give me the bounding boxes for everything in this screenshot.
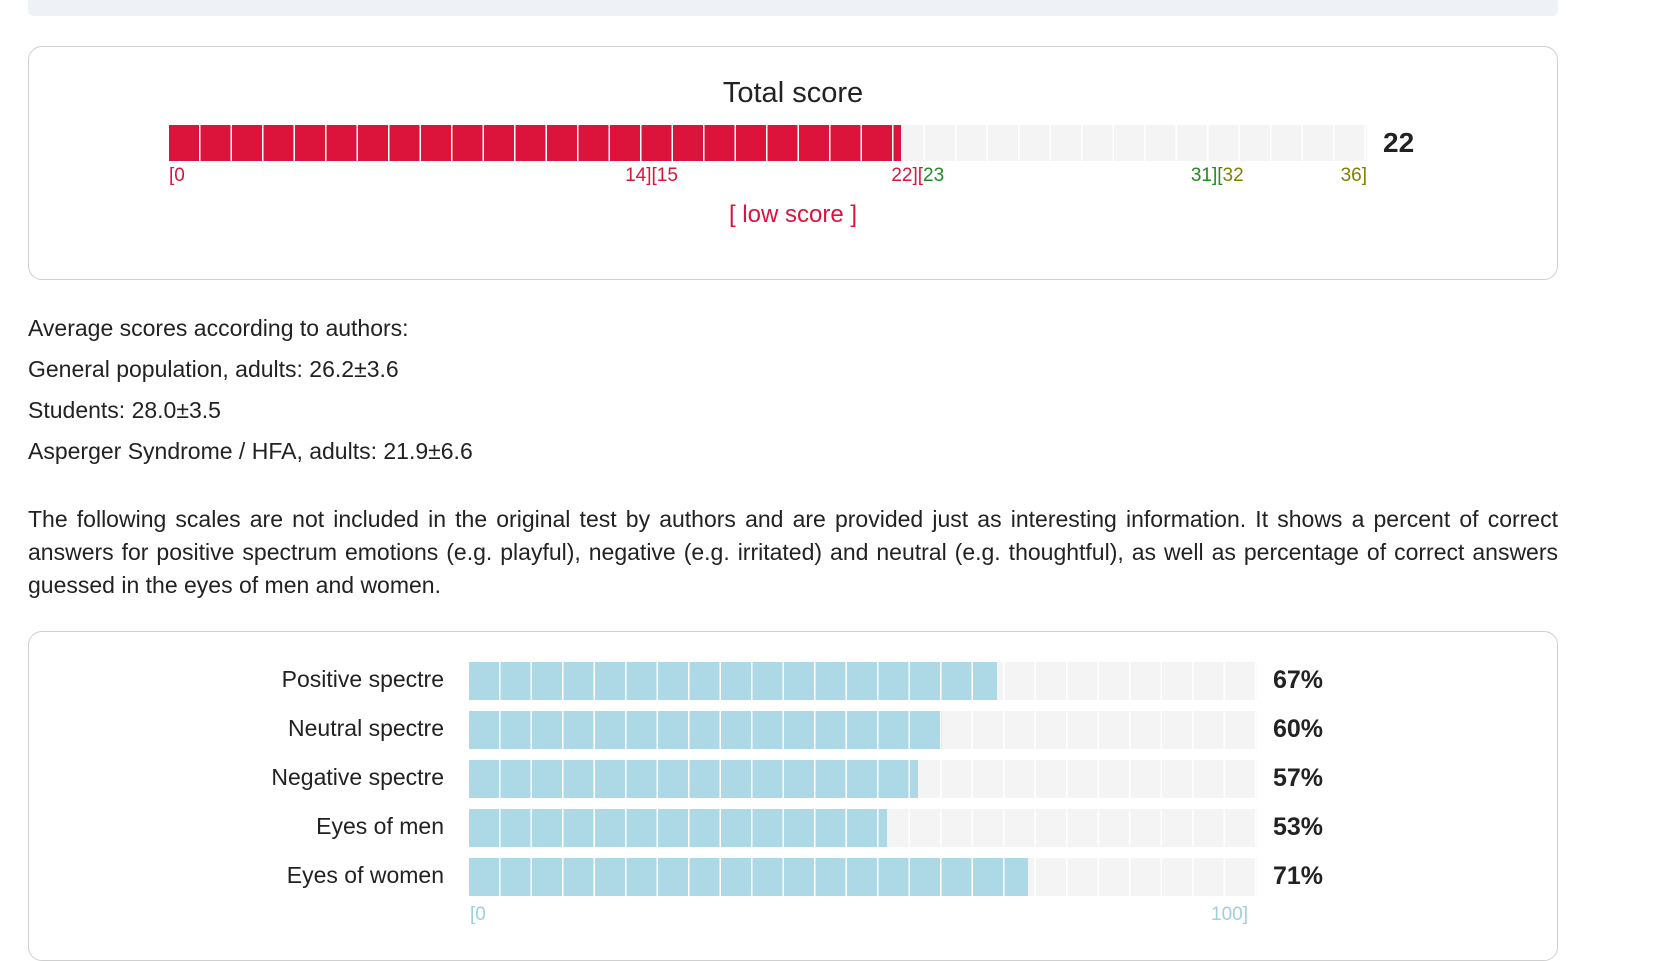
scale-bar-fill: [469, 809, 887, 847]
scales-card: Positive spectre 67% Neutral spectre 60% Neg…: [28, 631, 1558, 961]
scale-bar: [469, 662, 1257, 700]
scale-percent: 53%: [1273, 813, 1324, 841]
total-score-bar-fill: [169, 125, 902, 161]
scale-row: Neutral spectre 60%: [29, 711, 1557, 749]
scale-bar: [469, 809, 1257, 847]
scale-bar: [469, 858, 1257, 896]
section-header-strip: [28, 0, 1558, 16]
scale-label: Negative spectre: [271, 764, 444, 790]
scale-label: Neutral spectre: [288, 715, 444, 741]
total-score-value: 22: [1383, 127, 1415, 158]
total-score-tick: [0: [169, 165, 185, 187]
scale-label: Positive spectre: [281, 666, 444, 692]
total-score-title: Total score: [722, 77, 864, 109]
scale-percent: 57%: [1273, 764, 1324, 792]
total-score-tick-label: [0: [169, 165, 185, 186]
average-scores-heading: Average scores according to authors:: [28, 315, 409, 341]
scale-bar: [469, 760, 1257, 798]
scale-percent: 67%: [1273, 666, 1324, 694]
average-line-asperger: Asperger Syndrome / HFA, adults: 21.9±6.…: [28, 438, 473, 464]
total-score-tick: 22][23: [891, 165, 944, 187]
total-score-tick: 36]: [1341, 165, 1367, 187]
scale-row: Eyes of women 71%: [29, 858, 1557, 896]
scale-percent: 71%: [1273, 862, 1324, 890]
total-score-tick: 14][15: [625, 165, 678, 187]
average-line-students: Students: 28.0±3.5: [28, 397, 221, 423]
score-verdict: [ low score ]: [728, 201, 858, 228]
total-score-tick-label: 14][15: [625, 165, 678, 186]
scale-label: Eyes of men: [316, 813, 444, 839]
scale-percent: 60%: [1273, 715, 1324, 743]
total-score-tick-label: 36]: [1340, 165, 1367, 186]
scale-bar-fill: [469, 858, 1029, 896]
average-line-general: General population, adults: 26.2±3.6: [28, 356, 399, 382]
total-score-bar: [169, 125, 1367, 161]
scale-row: Eyes of men 53%: [29, 809, 1557, 847]
scale-bar-fill: [469, 760, 919, 798]
total-score-tick-next: 32: [1222, 165, 1244, 186]
scale-bar-fill: [469, 711, 942, 749]
total-score-card: Total score 22 [0 14][15 22][23 31][32 36] […: [28, 46, 1558, 280]
scale-min-label: [0: [470, 904, 486, 925]
scale-label: Eyes of women: [286, 862, 444, 888]
total-score-tick-label: 31][: [1190, 165, 1223, 186]
total-score-tick-label: 22][: [891, 165, 924, 186]
scale-row: Positive spectre 67%: [29, 662, 1557, 700]
scale-bar: [469, 711, 1257, 749]
scale-bar-fill: [469, 662, 997, 700]
total-score-tick-next: 23: [923, 165, 945, 186]
average-scores: Average scores according to authors: Gen…: [28, 308, 473, 472]
scale-row: Negative spectre 57%: [29, 760, 1557, 798]
scale-max-label: 100]: [1211, 904, 1248, 925]
scales-note: The following scales are not included in…: [28, 506, 1558, 598]
total-score-tick: 31][32: [1191, 165, 1244, 187]
